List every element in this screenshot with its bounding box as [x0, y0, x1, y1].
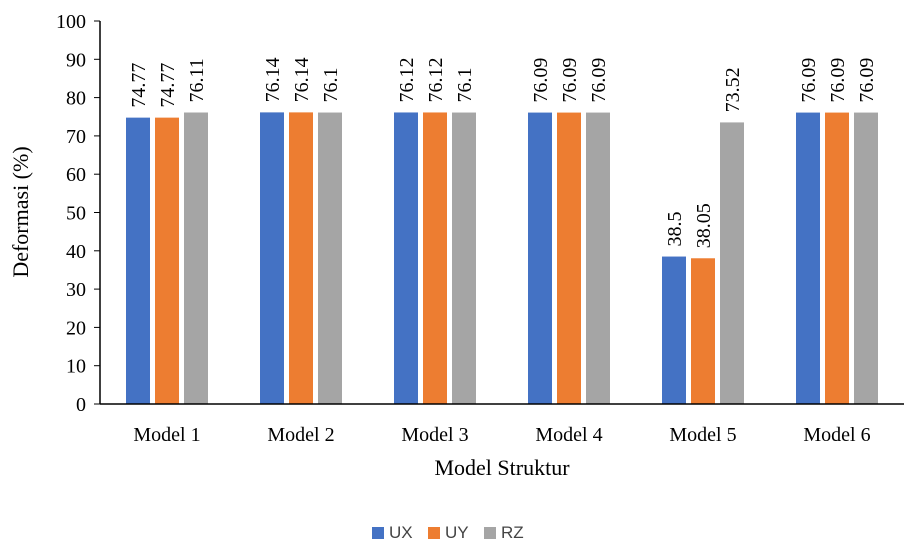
x-tick-label: Model 6 [803, 424, 870, 446]
bar-rz [586, 112, 610, 404]
y-tick-label: 20 [66, 317, 86, 339]
legend-swatch-ux [372, 527, 384, 539]
y-tick-label: 90 [66, 49, 86, 71]
y-tick-label: 70 [66, 126, 86, 148]
x-tick-label: Model 5 [669, 424, 736, 446]
legend: UX UY RZ [372, 523, 524, 542]
y-axis-title: Deformasi (%) [8, 146, 33, 277]
y-tick-label: 80 [66, 88, 86, 110]
data-label: 74.77 [128, 63, 150, 108]
data-label: 76.09 [588, 58, 610, 103]
data-label: 76.1 [320, 68, 342, 103]
bar-rz [452, 112, 476, 405]
bar-rz [720, 122, 744, 405]
bar-uy [557, 112, 581, 404]
legend-swatch-uy [428, 527, 440, 539]
bar-rz [854, 112, 878, 404]
bar-ux [260, 112, 284, 405]
y-tick-label: 10 [66, 356, 86, 378]
data-label: 38.5 [664, 212, 686, 247]
y-tick-label: 0 [76, 394, 86, 416]
y-tick-label: 100 [56, 11, 86, 33]
data-label: 76.12 [425, 57, 447, 102]
data-label: 38.05 [693, 203, 715, 248]
y-tick-label: 60 [66, 164, 86, 186]
x-tick-label: Model 1 [133, 424, 200, 446]
x-axis-ticks: Model 1 Model 2 Model 3 Model 4 Model 5 Model… [133, 424, 870, 446]
bar-ux [126, 117, 150, 405]
data-label: 76.12 [396, 57, 418, 102]
bar-ux [796, 112, 820, 404]
bar-uy [423, 112, 447, 405]
bar-ux [662, 256, 686, 404]
data-labels: 74.77 74.77 76.11 76.14 76.14 76.1 76.12 76.12 7… [128, 57, 878, 248]
data-label: 76.09 [827, 58, 849, 103]
bar-rz [318, 112, 342, 405]
legend-label-uy: UY [445, 523, 469, 542]
x-tick-label: Model 4 [535, 424, 602, 446]
bar-uy [825, 112, 849, 404]
y-tick-label: 30 [66, 279, 86, 301]
data-label: 76.14 [262, 57, 284, 102]
bar-uy [155, 117, 179, 405]
bar-rz [184, 112, 208, 404]
data-label: 73.52 [722, 67, 744, 112]
data-label: 74.77 [157, 63, 179, 108]
data-label: 76.09 [559, 58, 581, 103]
data-label: 76.1 [454, 68, 476, 103]
legend-swatch-rz [484, 527, 496, 539]
legend-label-rz: RZ [501, 523, 524, 542]
legend-label-ux: UX [389, 523, 413, 542]
data-label: 76.09 [798, 58, 820, 103]
data-label: 76.14 [291, 57, 313, 102]
y-axis-ticks: 0 10 20 30 40 50 60 70 80 90 100 [56, 11, 100, 416]
bars [126, 112, 878, 405]
bar-uy [691, 258, 715, 404]
y-tick-label: 50 [66, 203, 86, 225]
x-tick-label: Model 2 [267, 424, 334, 446]
x-tick-label: Model 3 [401, 424, 468, 446]
y-tick-label: 40 [66, 241, 86, 263]
data-label: 76.11 [186, 58, 208, 102]
x-axis-title: Model Struktur [434, 455, 570, 480]
data-label: 76.09 [856, 58, 878, 103]
bar-uy [289, 112, 313, 405]
bar-ux [528, 112, 552, 404]
data-label: 76.09 [530, 58, 552, 103]
bar-ux [394, 112, 418, 405]
